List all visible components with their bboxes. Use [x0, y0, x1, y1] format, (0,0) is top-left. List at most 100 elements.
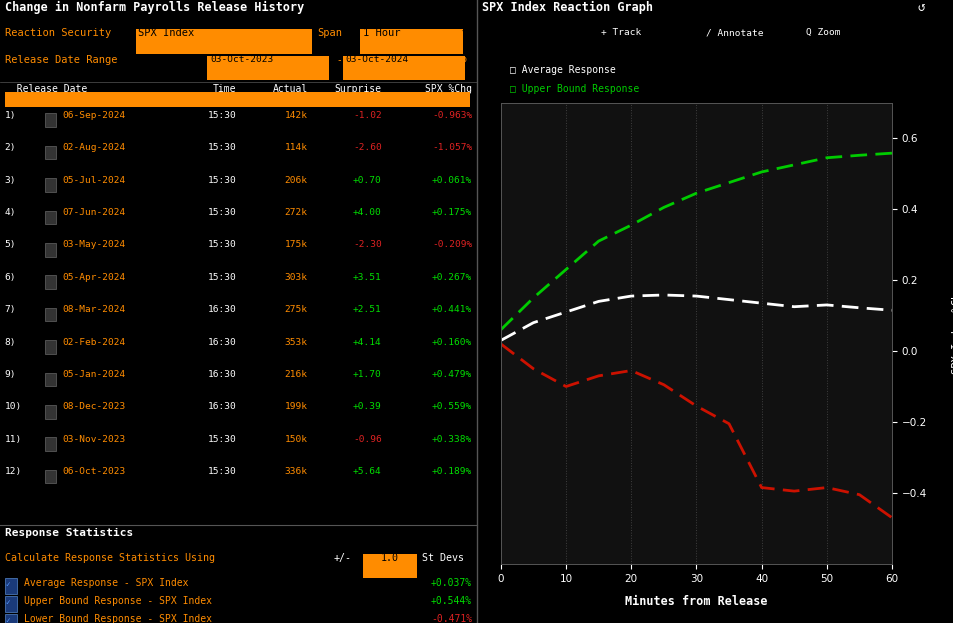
Text: Time: Time	[213, 84, 236, 94]
Text: -2.60: -2.60	[353, 143, 381, 152]
Text: Span: Span	[316, 28, 342, 38]
Text: -: -	[331, 55, 342, 65]
Text: 1): 1)	[5, 111, 16, 120]
Text: Response Statistics: Response Statistics	[5, 528, 132, 538]
Text: +0.267%: +0.267%	[432, 273, 472, 282]
Text: 353k: 353k	[284, 338, 307, 346]
FancyBboxPatch shape	[46, 146, 55, 159]
Text: 16:30: 16:30	[207, 370, 236, 379]
Text: +0.479%: +0.479%	[432, 370, 472, 379]
FancyBboxPatch shape	[46, 178, 55, 192]
Text: 08-Dec-2023: 08-Dec-2023	[62, 402, 125, 411]
Text: □ Lower Bound Response: □ Lower Bound Response	[510, 103, 639, 113]
Text: 08-Mar-2024: 08-Mar-2024	[62, 305, 125, 314]
FancyBboxPatch shape	[46, 437, 55, 451]
Text: 12): 12)	[5, 467, 22, 476]
Text: +4.14: +4.14	[353, 338, 381, 346]
Text: 16:30: 16:30	[207, 402, 236, 411]
Text: 15:30: 15:30	[207, 143, 236, 152]
Text: 7): 7)	[5, 305, 16, 314]
Text: o: o	[461, 55, 466, 64]
Text: 15:30: 15:30	[207, 240, 236, 249]
Text: +0.39: +0.39	[353, 402, 381, 411]
Text: Surprise: Surprise	[335, 84, 381, 94]
Text: 199k: 199k	[284, 402, 307, 411]
Text: +0.061%: +0.061%	[432, 176, 472, 184]
Text: 175k: 175k	[284, 240, 307, 249]
Text: 03-May-2024: 03-May-2024	[62, 240, 125, 249]
Text: 9): 9)	[5, 370, 16, 379]
Text: 06-Oct-2023: 06-Oct-2023	[62, 467, 125, 476]
Text: 142k: 142k	[284, 111, 307, 120]
Text: 303k: 303k	[284, 273, 307, 282]
Text: 150k: 150k	[284, 435, 307, 444]
Text: 15:30: 15:30	[207, 435, 236, 444]
Text: 15:30: 15:30	[207, 176, 236, 184]
FancyBboxPatch shape	[135, 29, 313, 54]
Text: SPX Index %Chg: SPX Index %Chg	[950, 287, 953, 374]
Text: 275k: 275k	[284, 305, 307, 314]
Text: 15:30: 15:30	[207, 111, 236, 120]
Text: / Annotate: / Annotate	[705, 28, 762, 37]
FancyBboxPatch shape	[5, 596, 17, 612]
FancyBboxPatch shape	[46, 243, 55, 257]
Text: 07-Jun-2024: 07-Jun-2024	[62, 208, 125, 217]
FancyBboxPatch shape	[46, 340, 55, 354]
Text: 03-Oct-2023: 03-Oct-2023	[210, 55, 273, 64]
Text: ↺: ↺	[917, 1, 924, 14]
Text: 15:30: 15:30	[207, 467, 236, 476]
Text: 11): 11)	[5, 435, 22, 444]
Text: Minutes from Release: Minutes from Release	[624, 595, 767, 608]
Text: 5): 5)	[5, 240, 16, 249]
Text: 1.0: 1.0	[380, 553, 398, 563]
FancyBboxPatch shape	[46, 405, 55, 419]
Text: Q Zoom: Q Zoom	[805, 28, 840, 37]
Text: +0.70: +0.70	[353, 176, 381, 184]
Text: Release Date Range: Release Date Range	[5, 55, 117, 65]
Text: +0.441%: +0.441%	[432, 305, 472, 314]
Text: +2.51: +2.51	[353, 305, 381, 314]
FancyBboxPatch shape	[5, 614, 17, 623]
Text: Actual: Actual	[273, 84, 307, 94]
Text: Reaction Security: Reaction Security	[5, 28, 111, 38]
Text: 03-Nov-2023: 03-Nov-2023	[62, 435, 125, 444]
Text: +3.51: +3.51	[353, 273, 381, 282]
Text: 206k: 206k	[284, 176, 307, 184]
Text: +4.00: +4.00	[353, 208, 381, 217]
Text: 6): 6)	[5, 273, 16, 282]
Text: St Devs: St Devs	[421, 553, 464, 563]
Text: 03-Oct-2024: 03-Oct-2024	[345, 55, 409, 64]
Text: +0.037%: +0.037%	[431, 578, 472, 588]
Text: 4): 4)	[5, 208, 16, 217]
Text: -2.30: -2.30	[353, 240, 381, 249]
FancyBboxPatch shape	[46, 308, 55, 321]
Text: 02-Feb-2024: 02-Feb-2024	[62, 338, 125, 346]
Text: Release Date: Release Date	[5, 84, 87, 94]
FancyBboxPatch shape	[359, 29, 462, 54]
Text: Average Response - SPX Index: Average Response - SPX Index	[24, 578, 188, 588]
Text: ✓: ✓	[6, 580, 10, 589]
Text: SPX %Chg: SPX %Chg	[425, 84, 472, 94]
Text: 272k: 272k	[284, 208, 307, 217]
FancyBboxPatch shape	[46, 211, 55, 224]
Text: +0.559%: +0.559%	[432, 402, 472, 411]
Text: +0.544%: +0.544%	[431, 596, 472, 606]
Text: -0.209%: -0.209%	[432, 240, 472, 249]
Text: 05-Apr-2024: 05-Apr-2024	[62, 273, 125, 282]
Text: 05-Jul-2024: 05-Jul-2024	[62, 176, 125, 184]
FancyBboxPatch shape	[46, 373, 55, 386]
FancyBboxPatch shape	[5, 92, 469, 107]
Text: +0.338%: +0.338%	[432, 435, 472, 444]
FancyBboxPatch shape	[362, 554, 416, 578]
Text: 16:30: 16:30	[207, 305, 236, 314]
Text: □ Average Response: □ Average Response	[510, 65, 616, 75]
Text: -0.96: -0.96	[353, 435, 381, 444]
Text: +0.189%: +0.189%	[432, 467, 472, 476]
Text: 2): 2)	[5, 143, 16, 152]
Text: SPX Index Reaction Graph: SPX Index Reaction Graph	[481, 1, 652, 14]
Text: 02-Aug-2024: 02-Aug-2024	[62, 143, 125, 152]
Text: -1.057%: -1.057%	[432, 143, 472, 152]
Text: 06-Sep-2024: 06-Sep-2024	[62, 111, 125, 120]
Text: 1 Hour: 1 Hour	[362, 28, 399, 38]
Text: SPX Index: SPX Index	[138, 28, 194, 38]
